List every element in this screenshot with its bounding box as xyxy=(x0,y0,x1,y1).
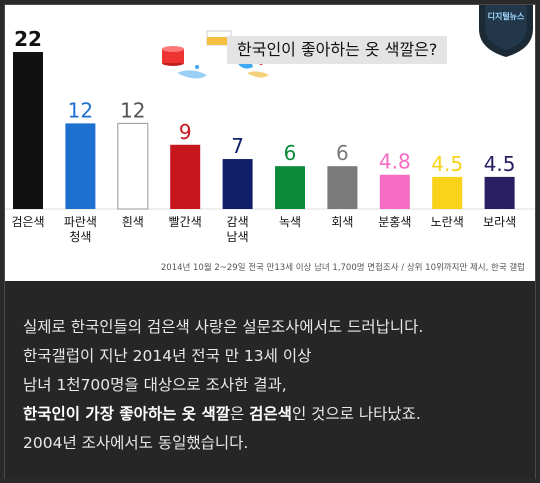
category-label: 녹색 xyxy=(279,215,301,229)
paragraph-line-1: 실제로 한국인들의 검은색 사랑은 설문조사에서도 드러납니다. xyxy=(23,318,424,336)
category-label: 보라색 xyxy=(483,215,516,229)
chart-panel: 22 검은색 12 파란색 청색 12 흰색 9 빨간색 7 감색 남색 6 녹색 6 회색 4.8 분홍색 4.5… xyxy=(5,5,535,281)
value-label: 9 xyxy=(179,120,192,144)
value-label: 12 xyxy=(120,98,145,122)
category-label: 청색 xyxy=(69,230,91,244)
category-label: 노란색 xyxy=(431,215,464,229)
value-label: 12 xyxy=(68,98,93,122)
category-label: 회색 xyxy=(331,215,353,229)
frame: 22 검은색 12 파란색 청색 12 흰색 9 빨간색 7 감색 남색 6 녹색 6 회색 4.8 분홍색 4.5… xyxy=(4,4,536,479)
category-label: 감색 xyxy=(227,215,249,229)
value-label: 22 xyxy=(14,27,42,51)
paragraph-line-2: 한국갤럽이 지난 2014년 전국 만 13세 이상 xyxy=(23,347,312,365)
bar xyxy=(222,159,253,209)
bar xyxy=(170,144,201,209)
value-label: 4.5 xyxy=(484,152,516,176)
source-note: 2014년 10월 2~29일 전국 만13세 이상 남녀 1,700명 면접조… xyxy=(160,263,525,273)
paragraph-connector: 은 xyxy=(229,405,250,423)
paragraph-line-3: 남녀 1천700명을 대상으로 조사한 결과, xyxy=(23,376,287,394)
category-label: 파란색 xyxy=(64,215,97,229)
paragraph-line-5: 2004년 조사에서도 동일했습니다. xyxy=(23,434,249,452)
bar xyxy=(327,166,358,209)
text-panel: 실제로 한국인들의 검은색 사랑은 설문조사에서도 드러납니다. 한국갤럽이 지… xyxy=(5,281,535,479)
badge-text: 디지털뉴스 xyxy=(488,11,525,21)
category-label: 빨간색 xyxy=(169,215,202,229)
value-label: 6 xyxy=(284,141,297,165)
value-label: 4.8 xyxy=(379,150,411,174)
highlight-favorite-color: 한국인이 가장 좋아하는 옷 색깔 xyxy=(23,405,230,423)
category-label: 남색 xyxy=(227,230,249,244)
paragraph-line-4-end: 인 것으로 나타났죠. xyxy=(291,405,421,423)
paragraph-line-4: 한국인이 가장 좋아하는 옷 색깔은 검은색인 것으로 나타났죠. xyxy=(23,400,535,429)
chart-title: 한국인이 좋아하는 옷 색깔은? xyxy=(227,36,448,64)
bar xyxy=(484,176,515,209)
value-label: 6 xyxy=(336,141,349,165)
bar xyxy=(65,123,96,209)
highlight-black: 검은색 xyxy=(249,405,292,423)
bar xyxy=(379,174,410,209)
bar xyxy=(275,166,305,209)
value-label: 4.5 xyxy=(431,152,463,176)
category-label: 분홍색 xyxy=(378,215,411,229)
news-badge: 디지털뉴스 xyxy=(479,5,533,57)
bar xyxy=(432,176,463,209)
value-label: 7 xyxy=(231,134,244,158)
category-label: 검은색 xyxy=(11,215,44,229)
bar xyxy=(13,52,43,209)
category-label: 흰색 xyxy=(122,215,144,229)
bar xyxy=(117,122,149,210)
